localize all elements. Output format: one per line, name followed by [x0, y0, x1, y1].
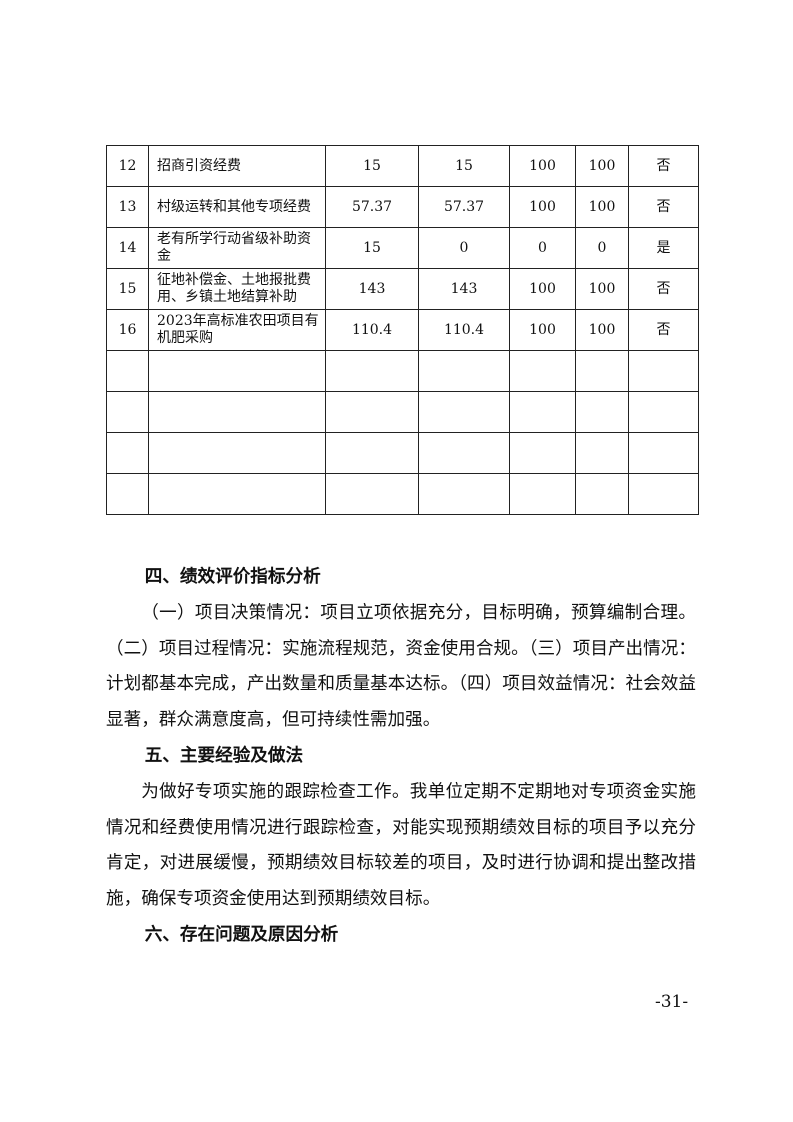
- table-row: 16 2023年高标准农田项目有机肥采购 110.4 110.4 100 100 否: [106, 309, 699, 351]
- table-row: 13 村级运转和其他专项经费 57.37 57.37 100 100 否: [106, 186, 699, 228]
- table-row: 15 征地补偿金、土地报批费用、乡镇土地结算补助 143 143 100 100 否: [106, 268, 699, 310]
- cell: 0: [509, 227, 576, 269]
- item-name: 2023年高标准农田项目有机肥采购: [148, 309, 326, 351]
- empty-row: [106, 432, 699, 474]
- cell: 16: [106, 309, 149, 351]
- cell: 是: [628, 227, 699, 269]
- cell: 14: [106, 227, 149, 269]
- item-name: 老有所学行动省级补助资金: [148, 227, 326, 269]
- cell: 143: [418, 268, 510, 310]
- table-row: 14 老有所学行动省级补助资金 15 0 0 0 是: [106, 227, 699, 269]
- paragraph: 为做好专项实施的跟踪检查工作。我单位定期不定期地对专项资金实施情况和经费使用情况…: [106, 781, 696, 910]
- cell: 否: [628, 309, 699, 351]
- empty-row: [106, 473, 699, 515]
- section-heading: 五、主要经验及做法: [144, 745, 304, 766]
- cell: 143: [325, 268, 419, 310]
- item-name: 征地补偿金、土地报批费用、乡镇土地结算补助: [148, 268, 326, 310]
- cell: 13: [106, 186, 149, 228]
- cell: 15: [418, 145, 510, 187]
- section-heading: 六、存在问题及原因分析: [144, 924, 339, 945]
- cell: 12: [106, 145, 149, 187]
- cell: 15: [325, 227, 419, 269]
- page-number: -31-: [655, 992, 689, 1012]
- cell: 100: [509, 145, 576, 187]
- cell: 0: [418, 227, 510, 269]
- paragraph: （一）项目决策情况：项目立项依据充分，目标明确，预算编制合理。（二）项目过程情况…: [106, 602, 696, 731]
- cell: 57.37: [418, 186, 510, 228]
- cell: 15: [106, 268, 149, 310]
- cell: 否: [628, 268, 699, 310]
- cell: 110.4: [418, 309, 510, 351]
- cell: 否: [628, 145, 699, 187]
- cell: 100: [509, 186, 576, 228]
- cell: 100: [575, 309, 629, 351]
- cell: 57.37: [325, 186, 419, 228]
- table-body: 12 招商引资经费 15 15 100 100 否 13 村级运转和其他专项经费 57.37 57.…: [106, 145, 699, 515]
- cell: 否: [628, 186, 699, 228]
- cell: 100: [575, 268, 629, 310]
- empty-row: [106, 350, 699, 392]
- table-row: 12 招商引资经费 15 15 100 100 否: [106, 145, 699, 187]
- section-heading: 四、绩效评价指标分析: [144, 567, 321, 587]
- cell: 100: [509, 309, 576, 351]
- cell: 0: [575, 227, 629, 269]
- cell: 100: [575, 145, 629, 187]
- cell: 15: [325, 145, 419, 187]
- item-name: 村级运转和其他专项经费: [148, 186, 326, 228]
- body-text: 四、绩效评价指标分析 （一）项目决策情况：项目立项依据充分，目标明确，预算编制合理…: [106, 560, 696, 954]
- project-table: 12 招商引资经费 15 15 100 100 否 13 村级运转和其他专项经费 57.37 57.…: [106, 145, 699, 515]
- item-name: 招商引资经费: [148, 145, 326, 187]
- cell: 100: [509, 268, 576, 310]
- empty-row: [106, 391, 699, 433]
- cell: 100: [575, 186, 629, 228]
- cell: 110.4: [325, 309, 419, 351]
